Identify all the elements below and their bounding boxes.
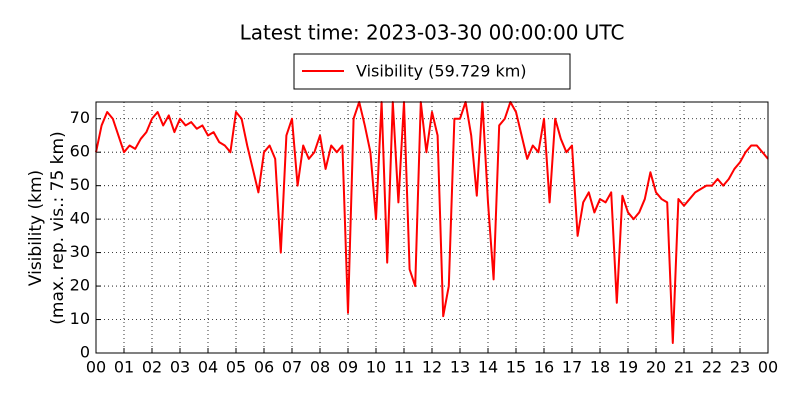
y-tick-label: 40 — [70, 209, 90, 228]
x-tick-label: 20 — [646, 358, 666, 377]
y-tick-label: 20 — [70, 276, 90, 295]
y-tick-label: 10 — [70, 309, 90, 328]
x-tick-label: 05 — [226, 358, 246, 377]
y-tick-label: 30 — [70, 242, 90, 261]
y-tick-label: 0 — [80, 343, 90, 362]
x-tick-label: 10 — [366, 358, 386, 377]
y-tick-label: 50 — [70, 175, 90, 194]
x-tick-label: 06 — [254, 358, 274, 377]
y-tick-label: 70 — [70, 108, 90, 127]
x-tick-label: 19 — [618, 358, 638, 377]
y-axis-label: Visibility (km) — [26, 170, 46, 286]
x-tick-label: 08 — [310, 358, 330, 377]
y-tick-label: 60 — [70, 142, 90, 161]
x-tick-label: 00 — [758, 358, 778, 377]
x-tick-label: 23 — [730, 358, 750, 377]
x-tick-label: 00 — [86, 358, 106, 377]
x-tick-label: 03 — [170, 358, 190, 377]
legend-label: Visibility (59.729 km) — [356, 62, 527, 81]
x-tick-label: 02 — [142, 358, 162, 377]
x-tick-label: 09 — [338, 358, 358, 377]
x-tick-label: 14 — [478, 358, 498, 377]
plot-frame — [95, 101, 769, 354]
x-tick-label: 01 — [114, 358, 134, 377]
x-tick-label: 17 — [562, 358, 582, 377]
x-tick-label: 21 — [674, 358, 694, 377]
x-tick-label: 12 — [422, 358, 442, 377]
x-tick-label: 04 — [198, 358, 218, 377]
x-tick-label: 16 — [534, 358, 554, 377]
x-tick-label: 11 — [394, 358, 414, 377]
x-tick-label: 18 — [590, 358, 610, 377]
series-line — [95, 101, 769, 344]
x-tick-label: 15 — [506, 358, 526, 377]
chart-title: Latest time: 2023-03-30 00:00:00 UTC — [240, 21, 625, 45]
x-tick-label: 13 — [450, 358, 470, 377]
x-tick-label: 22 — [702, 358, 722, 377]
x-tick-label: 07 — [282, 358, 302, 377]
y-axis-label: (max. rep. vis.: 75 km) — [48, 131, 68, 324]
